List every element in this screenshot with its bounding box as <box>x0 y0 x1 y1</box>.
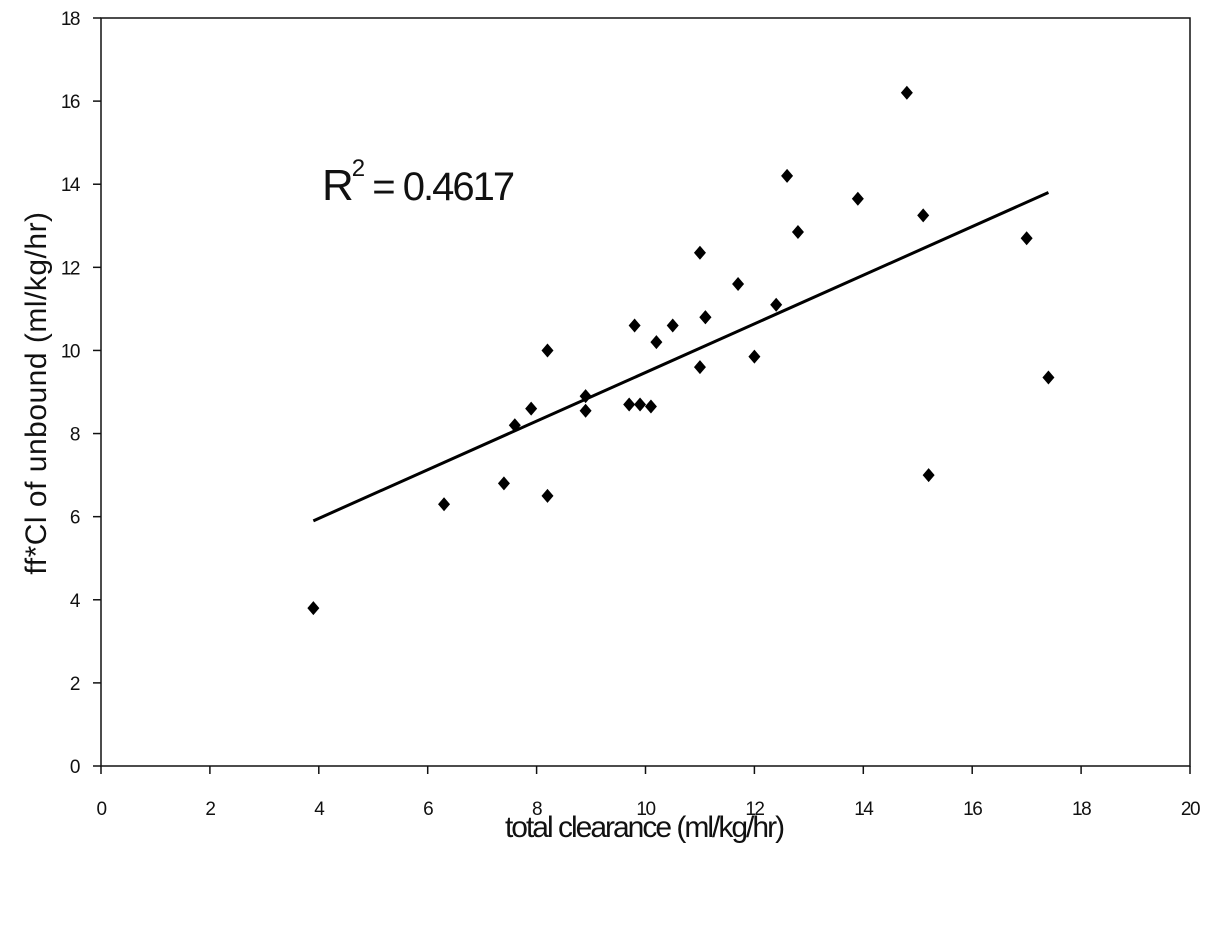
data-point <box>634 397 647 412</box>
trendline <box>312 191 1050 523</box>
data-point <box>623 397 636 412</box>
x-tick-label: 6 <box>423 799 433 820</box>
x-tick-label: 18 <box>1072 799 1091 820</box>
data-point <box>579 389 592 404</box>
x-tick-label: 4 <box>314 799 325 820</box>
data-point <box>693 360 706 375</box>
data-point <box>693 245 706 260</box>
y-tick-label: 6 <box>70 508 80 529</box>
trendline-layer <box>312 191 1050 523</box>
data-point <box>1020 231 1033 246</box>
x-tick-label: 12 <box>745 799 764 820</box>
data-point <box>541 488 554 503</box>
x-tick-label: 8 <box>532 799 542 820</box>
data-point <box>1042 370 1055 385</box>
r2-value: = 0.4617 <box>363 165 514 209</box>
r2-label: R <box>322 161 352 210</box>
data-point <box>791 225 804 240</box>
plot-area-border <box>100 17 1191 767</box>
data-point <box>438 497 451 512</box>
y-tick-label: 10 <box>61 341 80 362</box>
x-tick-label: 2 <box>205 799 215 820</box>
data-point <box>508 418 521 433</box>
x-tick-label: 0 <box>96 799 106 820</box>
data-point <box>781 168 794 183</box>
y-tick-label: 12 <box>61 258 80 279</box>
data-point <box>541 343 554 358</box>
y-tick-label: 8 <box>70 425 80 446</box>
data-point <box>922 468 935 483</box>
y-tick-label: 18 <box>61 9 80 30</box>
y-axis-ticks: 0 2 4 6 8 10 12 14 16 18 <box>61 9 101 778</box>
data-point <box>497 476 510 491</box>
data-point <box>917 208 930 223</box>
data-point <box>307 601 320 616</box>
data-point <box>628 318 641 333</box>
data-point <box>644 399 657 414</box>
y-tick-label: 0 <box>70 757 80 778</box>
r-squared-annotation: R2 = 0.4617 <box>322 155 514 210</box>
data-point <box>699 310 712 325</box>
x-axis-ticks: 0 2 4 6 8 10 12 14 16 18 20 <box>96 766 1201 820</box>
y-tick-label: 4 <box>70 591 81 612</box>
x-axis-title: total clearance (ml/kg/hr) <box>505 811 784 844</box>
x-tick-label: 10 <box>636 799 655 820</box>
plot-frame <box>100 17 1191 767</box>
y-axis-title: ff*Cl of unbound (ml/kg/hr) <box>20 211 53 574</box>
data-point <box>851 191 864 206</box>
r2-superscript: 2 <box>352 155 365 182</box>
x-tick-label: 20 <box>1181 799 1200 820</box>
x-tick-label: 16 <box>963 799 982 820</box>
x-tick-label: 14 <box>854 799 874 820</box>
y-tick-label: 2 <box>70 674 80 695</box>
data-point <box>666 318 679 333</box>
data-point <box>732 276 745 291</box>
data-point <box>525 401 538 416</box>
data-point <box>770 297 783 312</box>
points-layer <box>307 85 1055 616</box>
y-tick-label: 14 <box>61 175 81 196</box>
data-point <box>748 349 761 364</box>
data-point <box>900 85 913 100</box>
y-tick-label: 16 <box>61 92 80 113</box>
data-point <box>650 335 663 350</box>
data-point <box>579 403 592 418</box>
